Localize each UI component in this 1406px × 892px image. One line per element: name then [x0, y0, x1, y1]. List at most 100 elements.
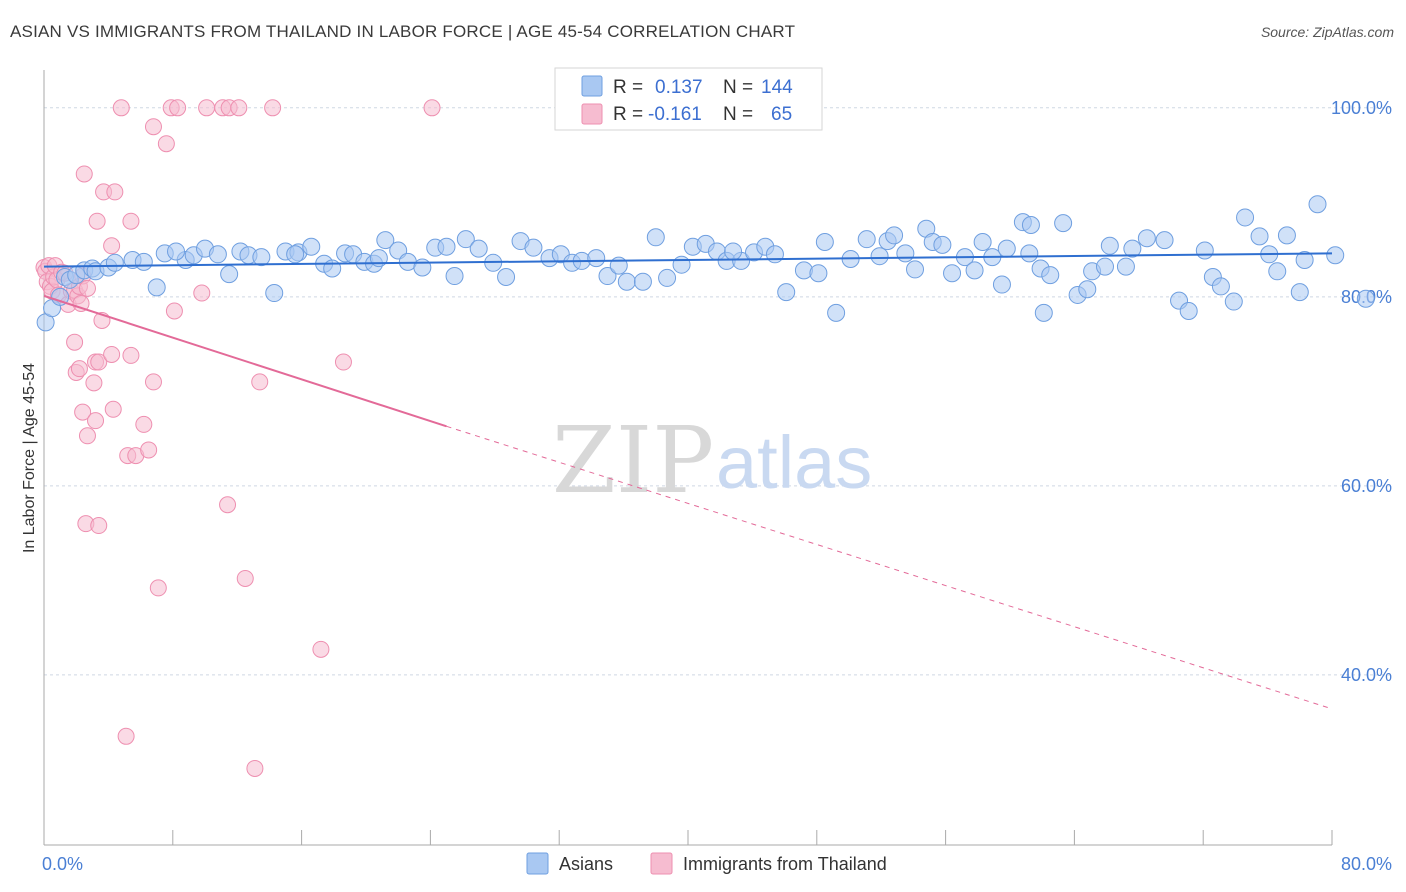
- asian-point: [524, 238, 543, 257]
- asian-point: [598, 267, 617, 286]
- thai-point: [103, 237, 121, 255]
- asian-point: [1308, 195, 1327, 214]
- asian-point: [827, 303, 846, 322]
- thai-point: [169, 99, 187, 117]
- asian-point: [167, 242, 186, 261]
- asian-point: [1356, 289, 1375, 308]
- y-tick-labels: 40.0%60.0%80.0%100.0%: [1331, 98, 1392, 685]
- asian-point: [1041, 266, 1060, 285]
- asian-point: [376, 231, 395, 250]
- bottom-legend-label-thai: Immigrants from Thailand: [683, 854, 887, 874]
- legend-swatch-asians: [581, 75, 603, 97]
- asian-point: [765, 245, 784, 264]
- asian-point: [1268, 262, 1287, 281]
- asian-point: [633, 272, 652, 291]
- thai-point: [246, 759, 264, 777]
- thai-point: [198, 99, 216, 117]
- asian-point: [1021, 216, 1040, 234]
- bottom-legend: Asians Immigrants from Thailand: [526, 852, 887, 875]
- thai-point: [144, 373, 162, 391]
- asian-point: [1295, 250, 1314, 269]
- x-ticks: [172, 830, 1333, 845]
- thai-point: [117, 727, 135, 745]
- thai-point: [122, 212, 140, 230]
- thai-point: [312, 640, 330, 658]
- asian-point: [933, 235, 952, 254]
- asian-point: [456, 230, 475, 249]
- thai-point: [140, 441, 158, 459]
- legend-r-label-asians: R =: [613, 77, 643, 98]
- x-tick-label-min: 0.0%: [42, 854, 83, 874]
- bottom-legend-label-asians: Asians: [559, 854, 613, 874]
- legend-n-value-thai: 65: [771, 104, 792, 125]
- thai-point: [75, 165, 93, 183]
- asian-point: [1290, 283, 1309, 302]
- trend-lines: [43, 252, 1333, 710]
- asian-point: [965, 261, 984, 280]
- asian-point: [809, 264, 828, 283]
- watermark-atlas: atlas: [716, 421, 872, 504]
- legend-r-value-asians: 0.137: [655, 77, 703, 98]
- asian-point: [437, 237, 456, 256]
- asian-point: [1277, 226, 1296, 245]
- asian-point: [1095, 257, 1114, 276]
- asian-point: [672, 255, 691, 274]
- thai-series-points: [35, 99, 441, 777]
- asian-point: [220, 265, 239, 284]
- asian-point: [1179, 302, 1198, 321]
- asian-point: [323, 259, 342, 278]
- asian-point: [587, 249, 606, 268]
- thai-point: [88, 212, 106, 230]
- asian-point: [997, 239, 1016, 258]
- asian-point: [815, 233, 834, 252]
- legend-n-value-asians: 144: [761, 77, 793, 98]
- legend-n-label-asians: N =: [723, 77, 753, 98]
- thai-point: [157, 135, 175, 153]
- asian-point: [896, 244, 915, 263]
- thai-point: [90, 353, 108, 371]
- asian-point: [617, 272, 636, 291]
- thai-point: [236, 569, 254, 587]
- top-legend: R = 0.137 N = 144 R = -0.161 N = 65: [554, 67, 823, 131]
- legend-r-label-thai: R =: [613, 104, 643, 125]
- y-tick-label: 100.0%: [1331, 98, 1392, 118]
- thai-point: [423, 99, 441, 117]
- thai-point: [112, 99, 130, 117]
- asian-point: [857, 230, 876, 249]
- legend-swatch-thai: [581, 103, 603, 125]
- thai-point: [334, 353, 352, 371]
- asian-point: [658, 268, 677, 287]
- asian-point: [1155, 231, 1174, 250]
- asian-point: [147, 278, 166, 297]
- asian-point: [497, 267, 516, 286]
- asian-point: [973, 233, 992, 252]
- asian-point: [1034, 303, 1053, 322]
- asian-point: [1224, 292, 1243, 311]
- chart-title: ASIAN VS IMMIGRANTS FROM THAILAND IN LAB…: [10, 22, 796, 41]
- asian-point: [646, 228, 665, 247]
- asian-series-points: [36, 195, 1375, 332]
- asian-point: [1116, 257, 1135, 276]
- thai-point: [144, 118, 162, 136]
- watermark: ZIP atlas: [552, 407, 872, 514]
- thai-point: [135, 415, 153, 433]
- thai-point: [165, 302, 183, 320]
- thai-point: [74, 403, 92, 421]
- asian-point: [413, 258, 432, 277]
- asian-point: [906, 260, 925, 279]
- asian-point: [1326, 246, 1345, 265]
- thai-point: [104, 400, 122, 418]
- asian-point: [992, 275, 1011, 294]
- asian-point: [1100, 236, 1119, 255]
- grid-lines: [44, 107, 1392, 676]
- thai-trend-extension: [446, 425, 1333, 710]
- source-label: Source: ZipAtlas.com: [1260, 24, 1394, 40]
- x-tick-label-max: 80.0%: [1341, 854, 1392, 874]
- thai-point: [66, 333, 84, 351]
- asian-point: [870, 247, 889, 266]
- asian-point: [1236, 208, 1255, 227]
- legend-r-value-thai: -0.161: [648, 104, 702, 125]
- thai-point: [103, 345, 121, 363]
- asian-point: [252, 248, 271, 267]
- asian-point: [1078, 280, 1097, 299]
